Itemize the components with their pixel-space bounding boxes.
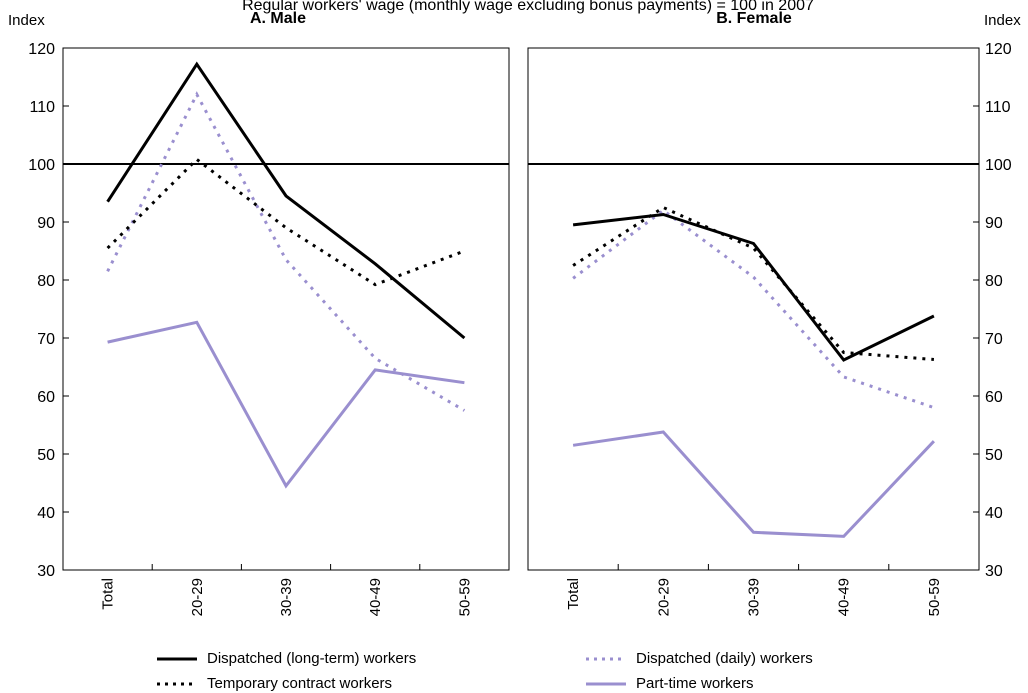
panel-male-marks: 30 40 50 60 70 80 90 100 110 120 Total 20-29 30-39 40… — [28, 41, 510, 616]
y-tick-label: 90 — [37, 215, 55, 232]
series-line-temporary-contract-workers — [572, 205, 935, 361]
y-tick-label: 60 — [37, 389, 55, 406]
legend-item-temporary: Temporary contract workers — [157, 675, 392, 693]
y-tick-label: 80 — [37, 273, 55, 290]
y-tick-label: 120 — [985, 41, 1012, 58]
series-line-part-time-workers — [572, 430, 935, 538]
legend-item-dispatched-long: Dispatched (long-term) workers — [157, 650, 416, 668]
legend-label: Temporary contract workers — [207, 675, 393, 692]
legend-label: Part-time workers — [636, 675, 754, 692]
y-tick-label: 120 — [28, 41, 55, 58]
panel-male-title: A. Male — [250, 10, 306, 27]
series-line-part-time-workers — [107, 320, 465, 489]
y-tick-label: 50 — [985, 447, 1003, 464]
panel-female: B. Female Index 30 40 50 60 70 80 90 100 110 120 T… — [527, 10, 1021, 616]
series-line-dispatched-daily-workers — [106, 91, 466, 412]
legend-swatch-dotted-purple — [586, 657, 626, 661]
x-tick-label: 50-59 — [926, 578, 943, 616]
x-tick-label: 50-59 — [456, 578, 473, 616]
y-tick-label: 70 — [37, 331, 55, 348]
legend-item-dispatched-daily: Dispatched (daily) workers — [586, 650, 813, 668]
panel-male-ylabel: Index — [8, 12, 45, 29]
y-tick-label: 30 — [985, 563, 1003, 580]
x-tick-label: 30-39 — [746, 578, 763, 616]
series-line-dispatched-daily-workers — [572, 208, 935, 410]
y-tick-label: 110 — [29, 99, 55, 116]
series-line-dispatched-long-term-workers — [106, 61, 466, 340]
panel-female-ylabel: Index — [984, 12, 1021, 29]
x-tick-label: Total — [100, 578, 117, 610]
plot-frame-female — [527, 47, 980, 571]
x-tick-label: 30-39 — [278, 578, 295, 616]
y-tick-label: 100 — [985, 157, 1012, 174]
y-tick-label: 110 — [985, 99, 1011, 116]
x-tick-label: 40-49 — [836, 578, 853, 616]
series-line-dispatched-long-term-workers — [572, 212, 935, 362]
x-tick-label: Total — [565, 578, 582, 610]
y-tick-label: 30 — [37, 563, 55, 580]
panel-male: A. Male Index 30 40 50 60 70 80 90 100 110 120 Tot… — [8, 10, 510, 616]
x-tick-label: 20-29 — [189, 578, 206, 616]
y-tick-label: 50 — [37, 447, 55, 464]
legend-item-part-time: Part-time workers — [586, 675, 754, 693]
y-tick-label: 40 — [37, 505, 55, 522]
legend-swatch-solid-black — [157, 657, 197, 661]
y-tick-label: 80 — [985, 273, 1003, 290]
figure-title: Regular workers' wage (monthly wage excl… — [242, 0, 814, 14]
y-tick-label: 70 — [985, 331, 1003, 348]
legend-swatch-solid-purple — [586, 682, 626, 686]
y-tick-label: 60 — [985, 389, 1003, 406]
panel-female-marks: 30 40 50 60 70 80 90 100 110 120 Total 20-29 30-39 40… — [527, 41, 1012, 616]
x-tick-label: 20-29 — [655, 578, 672, 616]
y-tick-label: 40 — [985, 505, 1003, 522]
x-tick-label: 40-49 — [367, 578, 384, 616]
legend-swatch-dotted-black — [157, 682, 197, 686]
y-tick-label: 90 — [985, 215, 1003, 232]
legend-label: Dispatched (daily) workers — [636, 650, 813, 667]
y-tick-label: 100 — [28, 157, 55, 174]
panel-female-title: B. Female — [716, 10, 792, 27]
plot-frame-male — [62, 47, 510, 571]
series-line-temporary-contract-workers — [106, 157, 465, 287]
legend-label: Dispatched (long-term) workers — [207, 650, 417, 667]
